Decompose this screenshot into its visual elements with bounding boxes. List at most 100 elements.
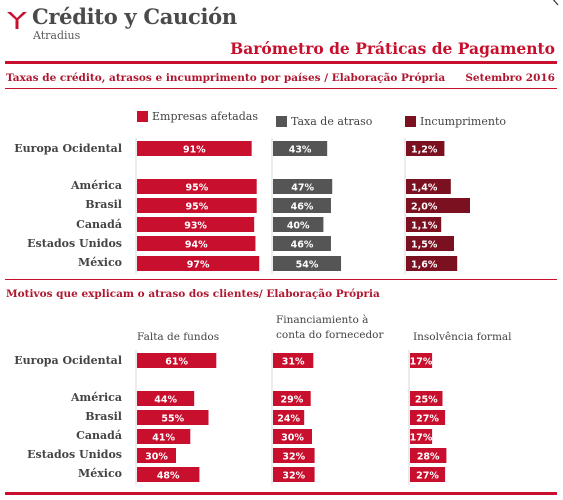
data-label: 95% (185, 202, 208, 213)
bar (137, 410, 209, 425)
bar (273, 410, 305, 425)
data-label: 41% (152, 433, 175, 444)
bar (137, 353, 217, 368)
bar (273, 179, 333, 194)
column-header-financiamento: Financiamiento à conta do fornecedor (276, 314, 384, 341)
data-label: 1,6% (411, 260, 438, 271)
row-label-europa: Europa Ocidental (14, 354, 122, 367)
data-label: 32% (282, 471, 305, 482)
data-label: 95% (185, 183, 208, 194)
bar (410, 410, 446, 425)
bar (137, 198, 257, 213)
bar (273, 429, 312, 444)
bar (273, 391, 311, 406)
data-label: 55% (161, 414, 184, 425)
data-label: 91% (183, 145, 206, 156)
legend-item-incumprimento: Incumprimento (405, 115, 506, 128)
legend-item-atraso: Taxa de atraso (276, 115, 372, 128)
data-label: 17% (410, 357, 433, 368)
corner-mark-icon (552, 0, 559, 6)
row-label-mexico: México (78, 467, 122, 480)
bar (273, 141, 328, 156)
row-label-canada: Canadá (76, 218, 122, 231)
bar (137, 429, 191, 444)
data-label: 1,4% (411, 183, 438, 194)
data-label: 94% (185, 240, 208, 251)
bar (137, 448, 176, 463)
bar (410, 391, 443, 406)
data-label: 1,2% (411, 145, 438, 156)
data-label: 31% (282, 357, 305, 368)
data-label: 46% (291, 240, 314, 251)
row-label-brasil: Brasil (85, 410, 122, 423)
bar (406, 256, 458, 271)
data-label: 43% (289, 145, 312, 156)
data-label: 1,1% (411, 221, 438, 232)
section-title-motives: Motivos que explicam o atraso dos client… (6, 288, 380, 300)
data-label: 48% (157, 471, 180, 482)
legend-label: Taxa de atraso (291, 115, 373, 128)
bar (410, 429, 433, 444)
legend-swatch (137, 111, 148, 122)
bar (406, 198, 470, 213)
bar (406, 217, 442, 232)
bar (137, 467, 200, 482)
bar (273, 217, 324, 232)
data-label: 1,5% (411, 240, 438, 251)
page-title: Barómetro de Práticas de Pagamento (230, 39, 555, 58)
data-label: 46% (291, 202, 314, 213)
logo-mark-icon (7, 12, 27, 29)
bar (273, 467, 315, 482)
bar (273, 256, 342, 271)
legend-item-empresas: Empresas afetadas (137, 110, 258, 123)
section-date: Setembro 2016 (465, 72, 555, 84)
bar (410, 448, 447, 463)
data-label: 29% (280, 395, 303, 406)
section-title-rates: Taxas de crédito, atrasos e incumpriment… (6, 72, 446, 84)
row-label-america: América (71, 391, 122, 404)
row-label-eua: Estados Unidos (27, 237, 122, 250)
bar (406, 236, 454, 251)
bar (137, 179, 257, 194)
bar (273, 448, 315, 463)
data-label: 44% (154, 395, 177, 406)
row-label-america: América (71, 179, 122, 192)
bar (273, 198, 331, 213)
bar (410, 467, 446, 482)
data-label: 28% (417, 452, 440, 463)
bar (137, 391, 195, 406)
column-header-insolvencia: Insolvência formal (413, 331, 512, 343)
bar (273, 353, 314, 368)
data-label: 54% (296, 260, 319, 271)
legend-label: Empresas afetadas (152, 110, 258, 123)
legend-swatch (276, 116, 287, 127)
row-label-mexico: México (78, 256, 122, 269)
title-divider (5, 61, 557, 64)
bar (406, 179, 451, 194)
bar (137, 236, 256, 251)
data-label: 2,0% (411, 202, 438, 213)
row-label-canada: Canadá (76, 429, 122, 442)
data-label: 17% (410, 433, 433, 444)
data-label: 47% (291, 183, 314, 194)
data-label: 27% (416, 414, 439, 425)
logo-title: Crédito y Caución (32, 4, 237, 29)
row-label-brasil: Brasil (85, 198, 122, 211)
data-label: 61% (165, 357, 188, 368)
bar (137, 256, 260, 271)
legend-swatch (405, 116, 416, 127)
section-divider (5, 279, 557, 280)
brand-logo: Crédito y Caución Atradius (6, 4, 237, 44)
legend-label: Incumprimento (420, 115, 506, 128)
data-label: 24% (277, 414, 300, 425)
row-label-eua: Estados Unidos (27, 448, 122, 461)
bar (406, 141, 445, 156)
footer-divider (5, 492, 557, 495)
logo-subtitle: Atradius (33, 29, 81, 42)
data-label: 93% (184, 221, 207, 232)
data-label: 25% (415, 395, 438, 406)
data-label: 40% (287, 221, 310, 232)
data-label: 30% (145, 452, 168, 463)
column-header-fundos: Falta de fundos (137, 331, 220, 343)
